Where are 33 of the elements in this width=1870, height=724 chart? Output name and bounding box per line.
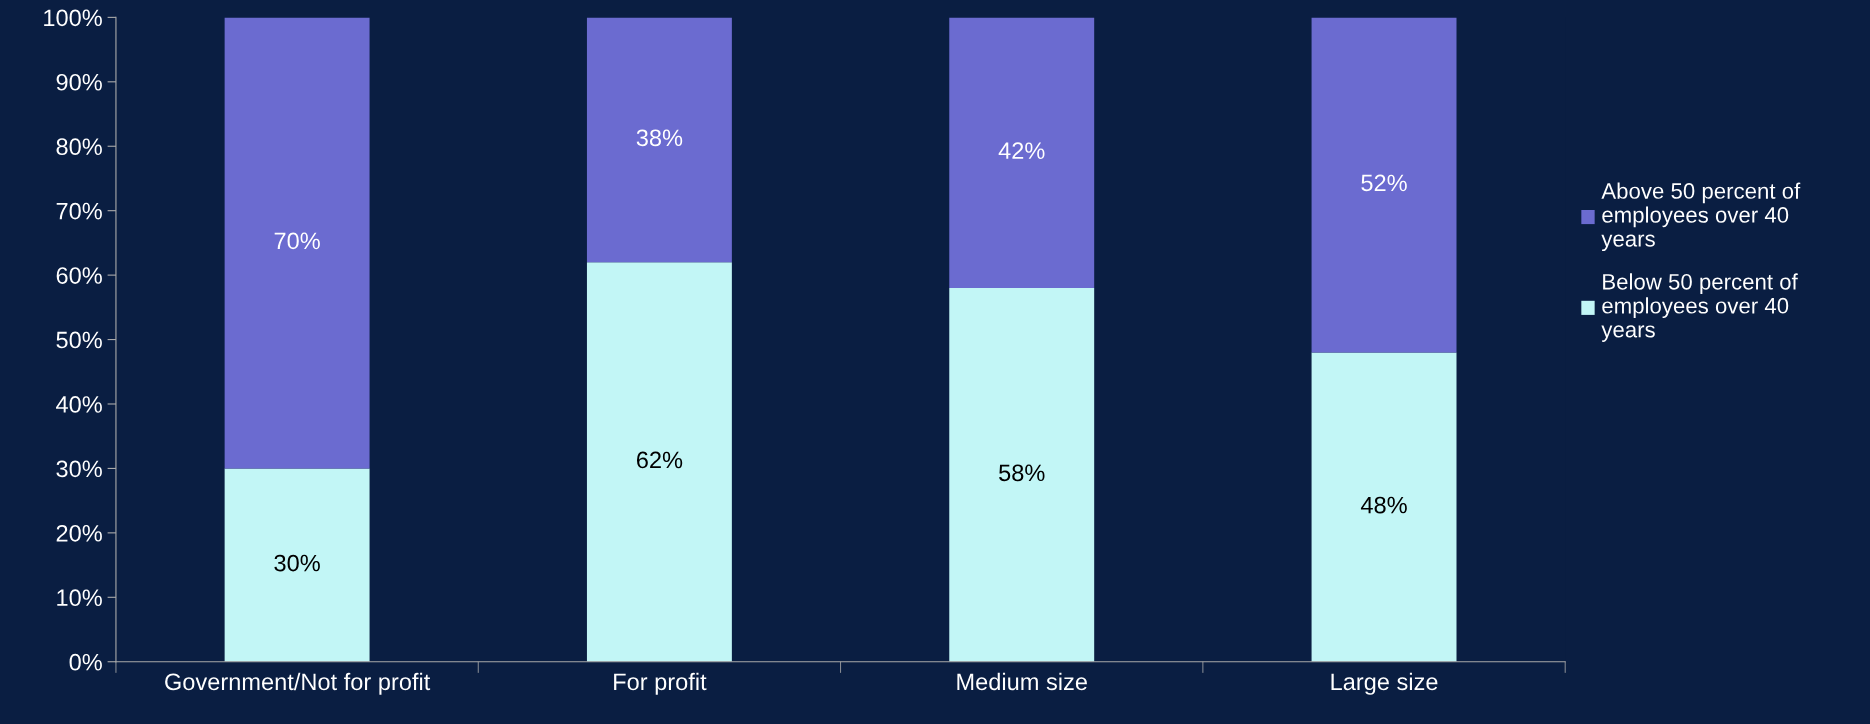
y-tick-label: 30% <box>56 460 102 478</box>
y-tick-label: 100% <box>44 9 102 27</box>
bar <box>224 17 370 469</box>
legend-label: Above 50 percent of employees over 40 years <box>1601 182 1801 252</box>
bar <box>224 468 370 662</box>
bar <box>586 17 732 263</box>
bar <box>1311 17 1457 353</box>
x-tick-label: Government/Not for profit <box>165 672 431 695</box>
y-tick-label: 10% <box>57 589 102 607</box>
y-tick-label: 60% <box>56 267 102 284</box>
data-label: 62% <box>636 451 683 469</box>
data-label: 38% <box>636 129 683 147</box>
bar <box>586 262 732 662</box>
data-label: 70% <box>274 232 320 250</box>
data-label: 58% <box>999 464 1045 482</box>
data-label: 48% <box>1360 496 1407 514</box>
bar <box>949 17 1095 289</box>
data-label: 30% <box>274 554 320 572</box>
x-tick-label: Medium size <box>957 672 1087 691</box>
y-tick-label: 0% <box>69 653 102 671</box>
y-tick-label: 70% <box>56 202 102 220</box>
data-label: 42% <box>998 142 1045 159</box>
y-tick-label: 20% <box>56 524 102 542</box>
x-tick-label: Large size <box>1331 672 1438 695</box>
bar <box>949 288 1095 662</box>
y-tick-label: 40% <box>56 396 102 413</box>
x-tick-label: For profit <box>614 672 707 695</box>
legend-label: Below 50 percent of employees over 40 years <box>1601 273 1798 342</box>
y-tick-label: 90% <box>56 73 102 91</box>
bar <box>1311 352 1457 662</box>
y-tick-label: 80% <box>56 138 102 156</box>
data-label: 52% <box>1361 174 1407 192</box>
y-tick-label: 50% <box>56 331 102 349</box>
